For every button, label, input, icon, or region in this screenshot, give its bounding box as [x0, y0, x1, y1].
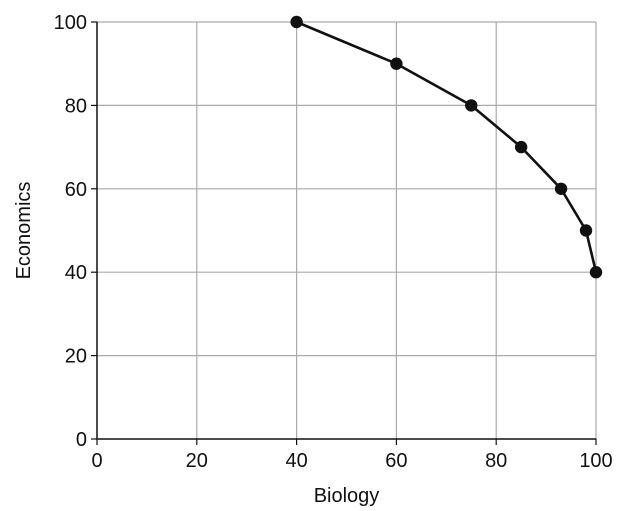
series-line-0	[296, 20, 598, 273]
x-tick-label-0: 0	[91, 450, 102, 472]
y-tick-label-1: 20	[65, 346, 87, 368]
x-tick-label-1: 20	[186, 450, 208, 472]
y-tick-label-5: 100	[54, 12, 87, 34]
y-tick-label-3: 60	[65, 179, 87, 201]
y-tick-label-0: 0	[76, 429, 87, 451]
x-tick-label-3: 60	[385, 450, 407, 472]
y-tick-label-4: 80	[65, 95, 87, 117]
x-tick-label-2: 40	[285, 450, 307, 472]
data-point-6	[589, 266, 603, 279]
data-point-3	[514, 140, 528, 154]
y-tick-label-2: 40	[65, 262, 87, 284]
data-point-4	[554, 182, 568, 195]
axes	[96, 22, 596, 440]
data-point-5	[579, 224, 593, 237]
grid	[97, 21, 597, 439]
data-point-0	[290, 15, 303, 29]
x-tick-labels: 0 20 40 60 80 100	[91, 439, 613, 472]
x-tick-label-5: 100	[579, 450, 612, 472]
y-tick-labels: 0 20 40 60 80 100	[54, 12, 97, 451]
x-tick-label-4: 80	[485, 450, 507, 472]
series	[290, 15, 603, 279]
x-axis-label: Biology	[314, 485, 380, 506]
data-point-1	[390, 57, 403, 70]
data-point-2	[465, 99, 478, 112]
y-axis-label: Economics	[13, 182, 35, 280]
